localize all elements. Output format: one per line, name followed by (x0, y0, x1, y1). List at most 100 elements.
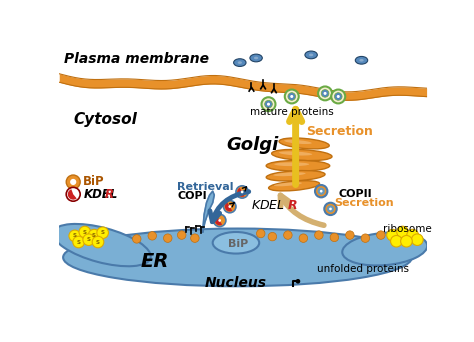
Circle shape (401, 235, 412, 247)
Wedge shape (225, 202, 232, 211)
Ellipse shape (309, 54, 313, 56)
Polygon shape (202, 191, 214, 232)
Circle shape (331, 90, 345, 103)
Circle shape (324, 92, 327, 95)
Circle shape (256, 229, 265, 238)
Ellipse shape (266, 171, 325, 181)
Circle shape (318, 87, 332, 100)
Circle shape (283, 231, 292, 239)
Ellipse shape (254, 57, 258, 59)
Circle shape (97, 227, 109, 239)
Text: Secretion: Secretion (334, 198, 394, 208)
Circle shape (377, 231, 385, 239)
Circle shape (70, 179, 76, 185)
Text: S: S (83, 229, 87, 235)
Circle shape (79, 226, 91, 238)
Circle shape (330, 233, 338, 242)
Ellipse shape (274, 182, 302, 186)
Circle shape (236, 186, 248, 198)
Circle shape (228, 205, 231, 208)
Text: S: S (87, 237, 91, 242)
Circle shape (213, 214, 226, 227)
Circle shape (73, 236, 84, 248)
Circle shape (320, 190, 323, 193)
Text: S: S (96, 239, 100, 245)
Text: R: R (105, 188, 114, 201)
Ellipse shape (305, 51, 317, 59)
Text: Secretion: Secretion (306, 125, 373, 138)
Ellipse shape (284, 140, 312, 144)
Text: S: S (92, 233, 96, 238)
Circle shape (296, 279, 300, 284)
Circle shape (346, 231, 354, 239)
Text: Nucleus: Nucleus (205, 276, 267, 290)
Circle shape (329, 208, 332, 210)
Ellipse shape (356, 56, 368, 64)
Wedge shape (68, 189, 77, 200)
Circle shape (387, 229, 398, 241)
Text: S: S (73, 233, 77, 238)
Circle shape (315, 231, 323, 239)
Circle shape (69, 230, 81, 242)
Text: unfolded proteins: unfolded proteins (317, 264, 409, 274)
Circle shape (92, 236, 104, 248)
Circle shape (268, 232, 277, 241)
Text: S: S (100, 230, 105, 235)
Text: KDEL: KDEL (83, 188, 118, 201)
Ellipse shape (213, 232, 259, 253)
Ellipse shape (250, 54, 262, 62)
Circle shape (148, 232, 156, 240)
Circle shape (83, 234, 94, 246)
Ellipse shape (234, 59, 246, 66)
Circle shape (315, 185, 328, 197)
Ellipse shape (269, 181, 319, 191)
Circle shape (88, 229, 100, 241)
Text: $KDEL$: $KDEL$ (251, 199, 285, 212)
Circle shape (407, 229, 419, 241)
Circle shape (133, 235, 141, 243)
Circle shape (224, 200, 236, 213)
Text: Retrieval: Retrieval (177, 182, 234, 192)
Wedge shape (237, 188, 245, 197)
Circle shape (299, 234, 308, 242)
Text: ER: ER (141, 252, 169, 272)
Circle shape (241, 190, 244, 193)
Text: Cytosol: Cytosol (73, 112, 137, 127)
Text: S: S (77, 239, 81, 245)
Ellipse shape (279, 138, 329, 149)
Ellipse shape (53, 224, 151, 266)
Circle shape (191, 234, 199, 242)
Circle shape (262, 97, 275, 111)
Text: mature proteins: mature proteins (250, 107, 334, 117)
Circle shape (285, 90, 299, 103)
Ellipse shape (273, 172, 306, 176)
Circle shape (164, 234, 172, 242)
Circle shape (397, 226, 409, 238)
Circle shape (219, 219, 221, 222)
Circle shape (290, 95, 293, 98)
Circle shape (335, 93, 342, 100)
Ellipse shape (63, 228, 412, 286)
Text: ribosome: ribosome (383, 224, 432, 234)
Text: Golgi: Golgi (226, 136, 278, 154)
Ellipse shape (359, 59, 364, 62)
Circle shape (391, 235, 402, 247)
Circle shape (66, 175, 80, 189)
Text: BiP: BiP (83, 175, 105, 188)
Text: BiP: BiP (228, 239, 248, 249)
Circle shape (361, 234, 370, 242)
Ellipse shape (274, 162, 309, 166)
Circle shape (288, 93, 296, 100)
Circle shape (318, 188, 325, 195)
Circle shape (264, 100, 273, 108)
Text: COPI: COPI (177, 191, 207, 201)
Ellipse shape (237, 61, 242, 64)
Circle shape (267, 103, 270, 106)
Wedge shape (215, 216, 222, 225)
Ellipse shape (342, 233, 427, 265)
Text: Plasma membrane: Plasma membrane (64, 52, 209, 66)
Ellipse shape (266, 160, 330, 171)
Circle shape (411, 234, 423, 246)
Circle shape (324, 203, 337, 215)
Circle shape (321, 90, 329, 97)
